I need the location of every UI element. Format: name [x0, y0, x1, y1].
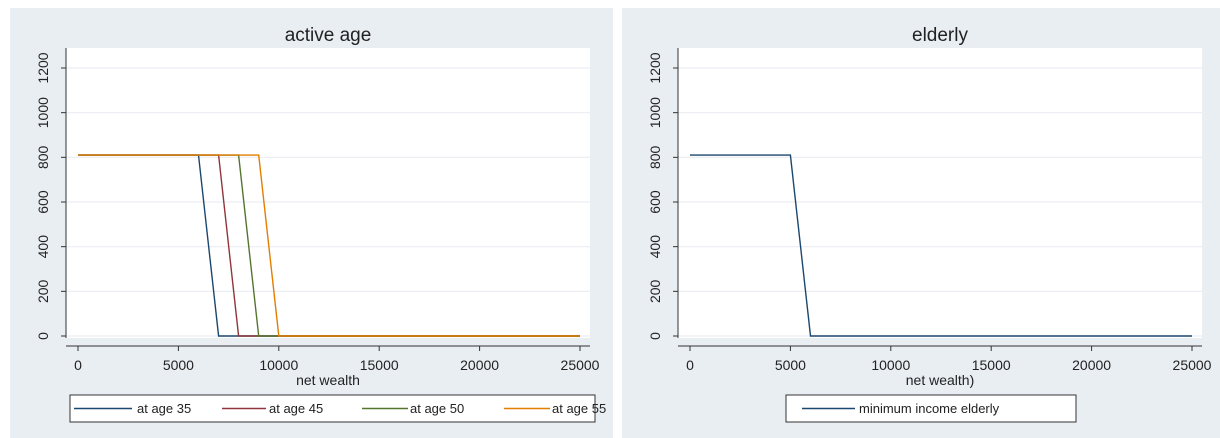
- chart2-y-tick-label: 1000: [647, 97, 663, 128]
- chart2: 0 200 400 600 800 1000 1200 0 5000 10000 15000 2000…: [622, 8, 1220, 438]
- chart1-legend-label: at age 45: [269, 401, 323, 416]
- chart1-y-tick-label: 600: [35, 190, 51, 214]
- chart1-x-tick-label: 10000: [259, 357, 298, 373]
- chart2-legend: minimum income elderly: [785, 394, 1077, 423]
- chart2-series-line-1: [690, 154, 1192, 337]
- chart1-series-line-4: [78, 154, 580, 337]
- chart1-y-tick-label: 800: [35, 145, 51, 169]
- chart2-x-tick-label: 10000: [871, 357, 910, 373]
- chart2-x-tick-label: 20000: [1072, 357, 1111, 373]
- chart2-y-tick-label: 600: [647, 190, 663, 214]
- chart1: 0 200 400 600 800 1000 1200 0 5000 10000 15000 2000…: [10, 8, 613, 438]
- chart2-title: elderly: [912, 25, 968, 46]
- chart1-x-tick-label: 15000: [360, 357, 399, 373]
- chart2-x-tick-label: 15000: [972, 357, 1011, 373]
- chart1-x-axis-label: net wealth: [296, 372, 360, 388]
- chart2-y-tick-label: 1200: [647, 52, 663, 83]
- chart1-title: active age: [285, 25, 372, 46]
- chart1-y-tick-label: 0: [35, 332, 51, 340]
- chart1-y-tick-label: 400: [35, 235, 51, 259]
- chart2-y-tick-label: 400: [647, 235, 663, 259]
- chart2-y-tick-label: 0: [647, 332, 663, 340]
- chart2-y-tick-label: 800: [647, 145, 663, 169]
- chart2-x-axis-label: net wealth): [906, 372, 974, 388]
- chart1-y-tick-label: 1200: [35, 52, 51, 83]
- chart2-x-tick-label: 0: [686, 357, 694, 373]
- chart1-x-tick-label: 5000: [163, 357, 194, 373]
- chart1-legend-label: at age 35: [137, 401, 191, 416]
- chart2-x-tick-label: 5000: [775, 357, 806, 373]
- chart1-x-tick-label: 20000: [460, 357, 499, 373]
- chart2-plot-area: [678, 48, 1202, 338]
- chart1-legend-label: at age 50: [410, 401, 464, 416]
- chart2-legend-label: minimum income elderly: [859, 401, 1000, 416]
- chart1-plot-area: [66, 48, 590, 338]
- chart1-legend: at age 35 at age 45 at age 50 at age 55: [69, 394, 606, 423]
- chart2-x-tick-label: 25000: [1173, 357, 1212, 373]
- chart1-x-tick-label: 25000: [561, 357, 600, 373]
- chart1-legend-label: at age 55: [552, 401, 606, 416]
- chart2-y-tick-label: 200: [647, 279, 663, 303]
- chart1-x-tick-label: 0: [74, 357, 82, 373]
- chart1-y-tick-label: 1000: [35, 97, 51, 128]
- chart1-y-tick-label: 200: [35, 279, 51, 303]
